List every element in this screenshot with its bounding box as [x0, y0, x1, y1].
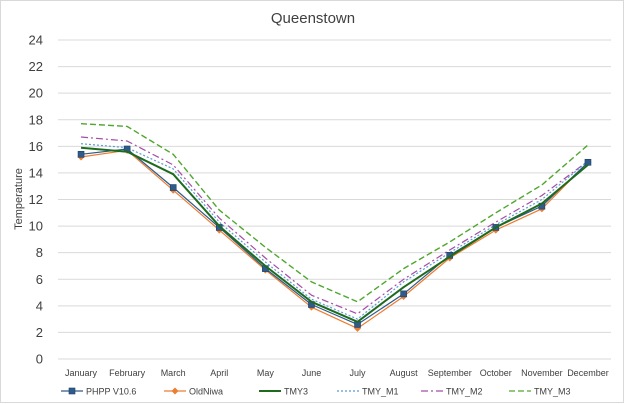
- y-tick-label: 14: [29, 165, 43, 180]
- y-tick-label: 24: [29, 33, 43, 48]
- x-tick-label: October: [480, 368, 512, 378]
- x-tick-label: November: [521, 368, 563, 378]
- legend-item: TMY_M3: [509, 387, 571, 397]
- legend-item: PHPP V10.6: [61, 387, 136, 397]
- x-tick-label: July: [350, 368, 367, 378]
- series-tmy-m2: [80, 136, 589, 315]
- data-point: [400, 290, 407, 298]
- series-line: [80, 148, 589, 325]
- legend-marker: [68, 387, 76, 395]
- x-tick-label: September: [428, 368, 472, 378]
- y-tick-label: 18: [29, 112, 43, 127]
- data-point: [584, 158, 592, 166]
- legend-label: TMY_M2: [446, 387, 483, 397]
- y-tick-label: 10: [29, 219, 43, 234]
- series-tmy3: [80, 146, 589, 323]
- series-line: [80, 143, 589, 320]
- series-line: [80, 136, 589, 315]
- x-tick-label: June: [302, 368, 322, 378]
- y-tick-label: 8: [36, 245, 43, 260]
- legend-label: PHPP V10.6: [86, 387, 136, 397]
- data-point: [169, 184, 177, 191]
- y-tick-label: 0: [36, 352, 43, 367]
- x-axis-ticks: January February March April May June July Augu…: [65, 368, 609, 378]
- y-tick-label: 12: [29, 192, 43, 207]
- series-line: [80, 149, 589, 329]
- y-tick-label: 22: [29, 59, 43, 74]
- gridlines: [58, 39, 611, 360]
- y-tick-label: 4: [36, 298, 43, 313]
- series-line: [80, 123, 589, 303]
- y-tick-label: 6: [36, 272, 43, 287]
- legend-label: TMY3: [284, 387, 308, 397]
- series-lines: [77, 123, 592, 332]
- series-oldniwa: [77, 146, 592, 332]
- series-line: [80, 146, 589, 323]
- y-tick-label: 20: [29, 86, 43, 101]
- legend-label: OldNiwa: [189, 387, 223, 397]
- x-tick-label: August: [390, 368, 419, 378]
- x-tick-label: April: [210, 368, 228, 378]
- legend-item: OldNiwa: [164, 387, 223, 397]
- legend-item: TMY_M2: [421, 387, 483, 397]
- x-tick-label: March: [161, 368, 186, 378]
- x-tick-label: January: [65, 368, 98, 378]
- y-tick-label: 16: [29, 139, 43, 154]
- x-tick-label: December: [567, 368, 609, 378]
- legend-marker: [171, 387, 179, 395]
- x-tick-label: February: [109, 368, 146, 378]
- series-tmy-m3: [80, 123, 589, 303]
- y-axis-label: Temperature: [13, 168, 25, 230]
- y-tick-label: 2: [36, 325, 43, 340]
- series-tmy-m1: [80, 143, 589, 320]
- chart-title: Queenstown: [271, 10, 355, 27]
- data-point: [77, 151, 85, 158]
- legend: PHPP V10.6 OldNiwa TMY3 TMY_M1 TMY_M2 TMY_M3: [61, 387, 571, 397]
- legend-item: TMY_M1: [337, 387, 399, 397]
- legend-label: TMY_M3: [534, 387, 571, 397]
- legend-item: TMY3: [259, 387, 308, 397]
- x-tick-label: May: [257, 368, 275, 378]
- legend-label: TMY_M1: [362, 387, 399, 397]
